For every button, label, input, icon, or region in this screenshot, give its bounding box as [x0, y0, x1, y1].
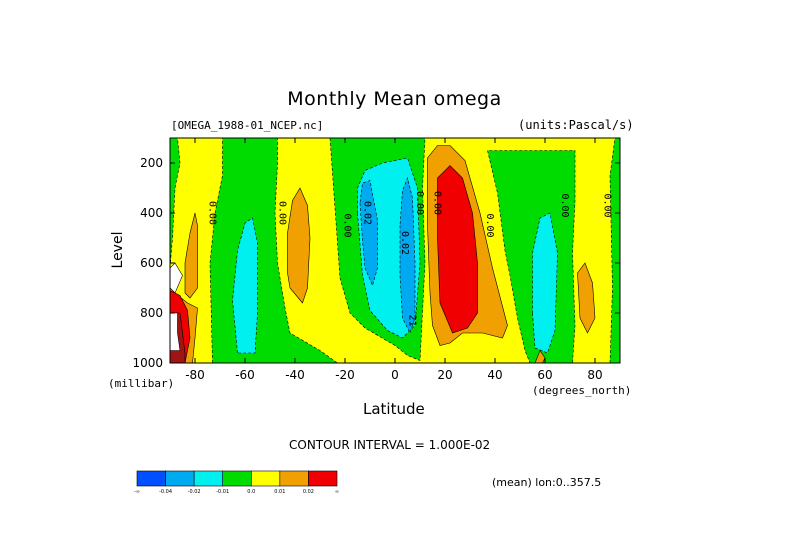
colorbar-label-0: -∞ [134, 489, 140, 495]
contour-label-4: 0.02 [399, 231, 410, 255]
contour-label-5: 0.00 [414, 191, 425, 215]
contour-region-5 [359, 180, 378, 287]
colorbar-label-7: ∞ [335, 489, 339, 495]
y-tick-label: 600 [140, 256, 163, 270]
x-tick-label: 40 [487, 368, 502, 382]
contour-labels: 0.00 0.00 0.00 0.02 0.02 0.00 0.00 0.00 0.00 0.00… [207, 191, 613, 327]
contour-label-2: 0.00 [342, 213, 353, 237]
colorbar-label-2: -0.02 [188, 489, 201, 495]
x-tick-label: 20 [437, 368, 452, 382]
file-label: [OMEGA_1988-01_NCEP.nc] [171, 119, 324, 132]
contour-region-2 [232, 217, 258, 354]
y-tick-label: 1000 [132, 356, 163, 370]
contour-label-10: 21 [407, 314, 418, 326]
x-tick-label: 80 [587, 368, 602, 382]
contour-region-10 [184, 212, 198, 299]
colorbar-swatch-2 [193, 470, 224, 487]
colorbar-swatch-0 [136, 470, 166, 487]
colorbar-label-4: 0.0 [247, 489, 255, 495]
y-axis-unit: (millibar) [108, 377, 175, 390]
y-tick-label: 400 [140, 206, 163, 220]
colorbar-swatch-5 [279, 470, 309, 487]
contour-region-16 [170, 262, 183, 294]
contour-interval-text: CONTOUR INTERVAL = 1.000E-02 [289, 438, 491, 452]
colorbar-label-6: 0.02 [303, 489, 314, 495]
x-tick-label: -40 [285, 368, 305, 382]
contour-label-8: 0.00 [559, 193, 570, 217]
colorbar-swatch-4 [250, 470, 281, 487]
contour-label-7: 0.00 [484, 213, 495, 237]
colorbar-swatch-1 [165, 470, 195, 487]
contour-label-3: 0.02 [362, 201, 373, 225]
x-tick-label: -80 [185, 368, 205, 382]
x-axis-unit: (degrees_north) [532, 384, 632, 397]
colorbar-swatch-3 [222, 470, 252, 487]
contour-label-6: 0.00 [432, 191, 443, 215]
contour-region-11 [287, 187, 311, 304]
y-tick-label: 200 [140, 156, 163, 170]
contour-region-14 [577, 262, 596, 334]
colorbar-label-3: -0.01 [216, 489, 229, 495]
colorbar-label-1: -0.04 [159, 489, 172, 495]
contour-region-20 [170, 312, 181, 351]
units-label: (units:Pascal/s) [518, 118, 634, 132]
chart-title: Monthly Mean omega [287, 88, 502, 110]
contour-region-8 [532, 212, 558, 354]
contour-region-0 [170, 138, 181, 363]
contour-region-9 [609, 138, 620, 363]
contour-regions [170, 138, 620, 363]
colorbar: -∞ -0.04 -0.02 -0.01 0.0 0.01 0.02 ∞ [134, 470, 339, 495]
contour-label-9: 0.00 [602, 193, 613, 217]
mean-longitude-text: (mean) lon:0..357.5 [492, 476, 602, 489]
x-axis-label: Latitude [363, 400, 425, 418]
contour-label-0: 0.00 [207, 201, 218, 225]
colorbar-label-5: 0.01 [274, 489, 285, 495]
x-tick-label: 0 [391, 368, 399, 382]
x-tick-label: -60 [235, 368, 255, 382]
contour-region-6 [399, 177, 416, 334]
x-tick-label: 60 [537, 368, 552, 382]
x-tick-label: -20 [335, 368, 355, 382]
contour-region-13 [437, 165, 478, 334]
axes: -80 -60 -40 -20 0 20 40 60 80 200 400 600 800 1000 [132, 138, 620, 382]
colorbar-swatch-6 [308, 470, 338, 487]
y-tick-label: 800 [140, 306, 163, 320]
contour-label-1: 0.00 [277, 201, 288, 225]
